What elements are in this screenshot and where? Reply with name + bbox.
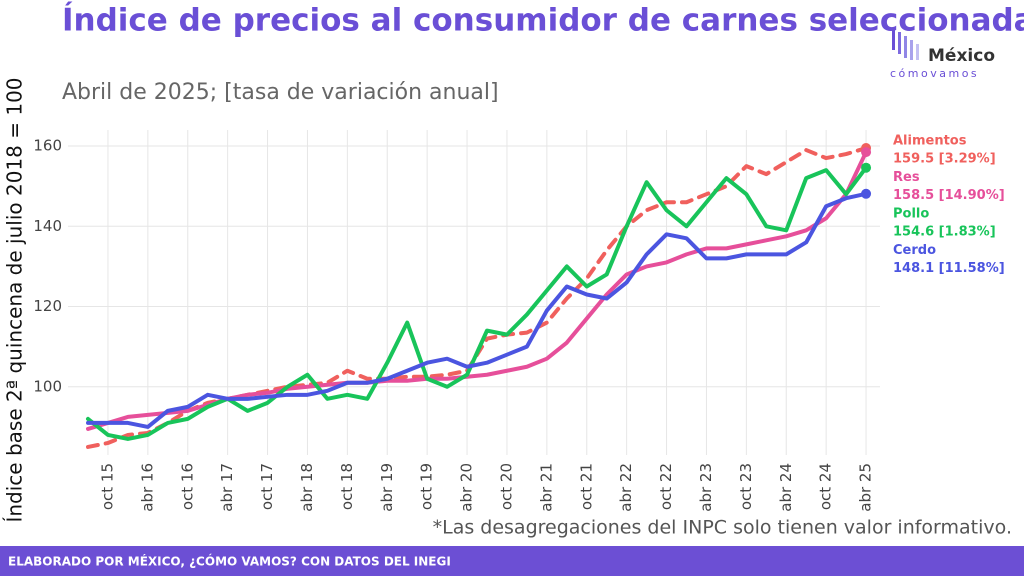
legend-label: Alimentos [893, 134, 967, 149]
note: *Las desagregaciones del INPC solo tiene… [433, 517, 1012, 539]
logo-bar [898, 32, 901, 54]
legend-label: Res [893, 170, 920, 185]
x-tick-label: oct 21 [577, 463, 595, 510]
end-label: 159.5 [3.29%] [893, 152, 996, 167]
legend-label: Pollo [893, 207, 929, 222]
x-tick-label: oct 23 [737, 463, 755, 510]
y-tick-label: 100 [33, 377, 62, 395]
end-point [861, 188, 872, 199]
x-tick-label: oct 22 [657, 463, 675, 510]
end-label: 148.1 [11.58%] [893, 261, 1005, 276]
chart-subtitle: Abril de 2025; [tasa de variación anual] [62, 80, 499, 105]
logo-bar [916, 44, 919, 60]
x-tick-label: oct 18 [338, 463, 356, 510]
chart-title: Índice de precios al consumidor de carne… [62, 3, 1024, 39]
footer-bar [0, 546, 1024, 576]
plot [68, 130, 880, 455]
x-tick-label: abr 17 [218, 463, 236, 512]
logo-bar [910, 40, 913, 60]
end-label: 154.6 [1.83%] [893, 225, 996, 240]
x-tick-label: abr 19 [378, 463, 396, 512]
x-tick-label: abr 23 [697, 463, 715, 512]
series-line [86, 191, 869, 429]
x-tick-label: abr 18 [298, 463, 316, 512]
end-point [861, 162, 872, 173]
x-tick-label: oct 17 [258, 463, 276, 510]
x-tick-label: oct 24 [817, 463, 835, 510]
y-axis-label: Índice base 2ª quincena de julio 2018 = … [3, 77, 27, 522]
x-tick-label: oct 19 [418, 463, 436, 510]
x-tick-label: oct 16 [178, 463, 196, 510]
legend-label: Cerdo [893, 243, 936, 258]
x-tick-label: abr 24 [777, 463, 795, 512]
end-label: 158.5 [14.90%] [893, 188, 1005, 203]
x-tick-label: abr 25 [857, 463, 875, 512]
logo-text: cómovamos [890, 67, 979, 80]
y-tick-label: 140 [33, 217, 62, 235]
logo-bar [892, 28, 895, 50]
logo: México cómovamos [890, 28, 995, 80]
x-tick-label: oct 15 [98, 463, 116, 510]
x-tick-label: oct 20 [497, 463, 515, 510]
x-tick-label: abr 20 [458, 463, 476, 512]
end-point [861, 147, 872, 158]
x-tick-label: abr 16 [138, 463, 156, 512]
footer: ELABORADO POR MÉXICO, ¿CÓMO VAMOS? CON D… [8, 554, 451, 569]
x-tick-label: abr 22 [617, 463, 635, 512]
x-tick-label: abr 21 [537, 463, 555, 512]
series-line [86, 165, 869, 441]
logo-bar [904, 36, 907, 58]
y-tick-label: 160 [33, 137, 62, 155]
y-tick-label: 120 [33, 297, 62, 315]
logo-text: México [928, 46, 995, 66]
